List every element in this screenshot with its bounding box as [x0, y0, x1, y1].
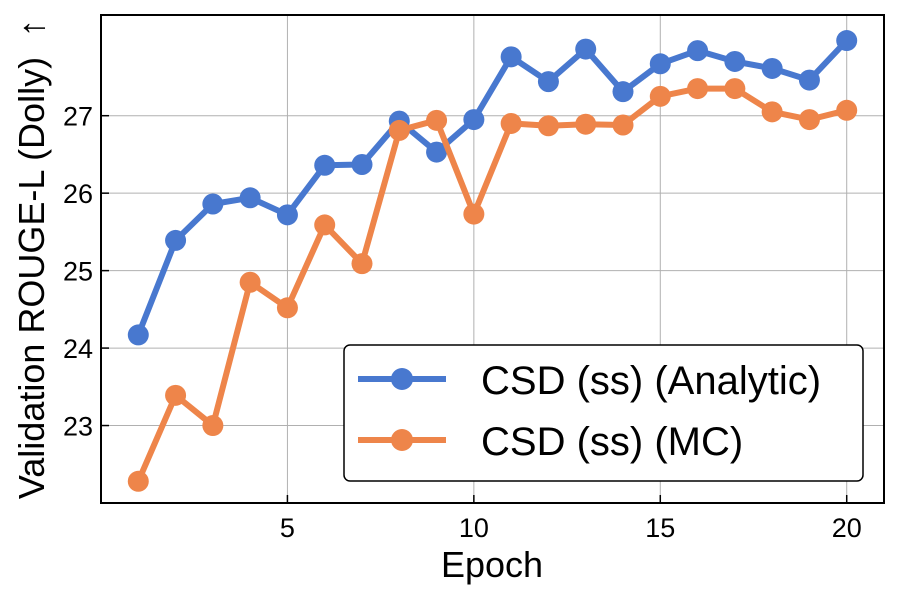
data-point-mc	[314, 214, 336, 236]
y-axis-title-arrow: ↑	[11, 19, 52, 37]
data-point-mc	[500, 112, 522, 134]
data-point-mc	[463, 203, 485, 225]
y-tick-label: 24	[63, 334, 93, 364]
data-point-mc	[724, 78, 746, 100]
data-point-analytic	[202, 193, 224, 215]
data-point-mc	[351, 253, 373, 275]
data-point-mc	[537, 115, 559, 137]
x-tick-label: 15	[645, 513, 675, 543]
y-tick-label: 23	[63, 412, 93, 442]
series-mc	[127, 78, 858, 492]
data-point-mc	[649, 85, 671, 107]
ticks: 5 10 15 20 23 24 25 26 27	[63, 102, 862, 543]
y-tick-label: 25	[63, 257, 93, 287]
data-point-analytic	[276, 204, 298, 226]
data-point-analytic	[165, 229, 187, 251]
data-point-mc	[836, 99, 858, 121]
data-point-analytic	[127, 324, 149, 346]
data-point-analytic	[314, 154, 336, 176]
data-point-mc	[388, 119, 410, 141]
data-point-analytic	[537, 71, 559, 93]
data-point-analytic	[687, 40, 709, 62]
data-point-mc	[612, 114, 634, 136]
plot-frame	[100, 14, 885, 504]
data-point-analytic	[724, 50, 746, 72]
y-tick-label: 27	[63, 102, 93, 132]
legend-label-analytic: CSD (ss) (Analytic)	[481, 359, 821, 403]
data-point-mc	[276, 297, 298, 319]
data-point-mc	[239, 271, 261, 293]
data-point-analytic	[612, 81, 634, 103]
data-point-mc	[426, 109, 448, 131]
legend-box	[343, 344, 864, 482]
data-point-analytic	[761, 57, 783, 79]
data-point-analytic	[426, 141, 448, 163]
y-tick-label: 26	[63, 179, 93, 209]
data-point-analytic	[836, 30, 858, 52]
legend-marker-mc	[391, 429, 413, 451]
x-tick-label: 5	[280, 513, 295, 543]
x-tick-label: 20	[832, 513, 862, 543]
data-point-mc	[575, 113, 597, 135]
legend-label-mc: CSD (ss) (MC)	[481, 420, 743, 464]
legend: CSD (ss) (Analytic) CSD (ss) (MC)	[343, 344, 864, 482]
data-point-mc	[202, 415, 224, 437]
legend-marker-analytic	[391, 368, 413, 390]
y-axis-title: Validation ROUGE-L (Dolly) ↑	[11, 19, 52, 499]
data-point-analytic	[500, 46, 522, 68]
data-point-analytic	[575, 38, 597, 60]
series-analytic	[127, 30, 858, 346]
data-point-analytic	[649, 53, 671, 75]
data-point-analytic	[798, 69, 820, 91]
data-point-analytic	[463, 109, 485, 131]
data-point-mc	[127, 470, 149, 492]
x-axis-title: Epoch	[441, 544, 543, 585]
data-point-mc	[761, 101, 783, 123]
data-point-mc	[798, 109, 820, 131]
y-axis-title-label: Validation ROUGE-L (Dolly)	[11, 57, 52, 499]
series-layer	[127, 30, 858, 492]
x-tick-label: 10	[459, 513, 489, 543]
data-point-analytic	[239, 187, 261, 209]
data-point-analytic	[351, 153, 373, 175]
data-point-mc	[165, 384, 187, 406]
data-point-mc	[687, 78, 709, 100]
